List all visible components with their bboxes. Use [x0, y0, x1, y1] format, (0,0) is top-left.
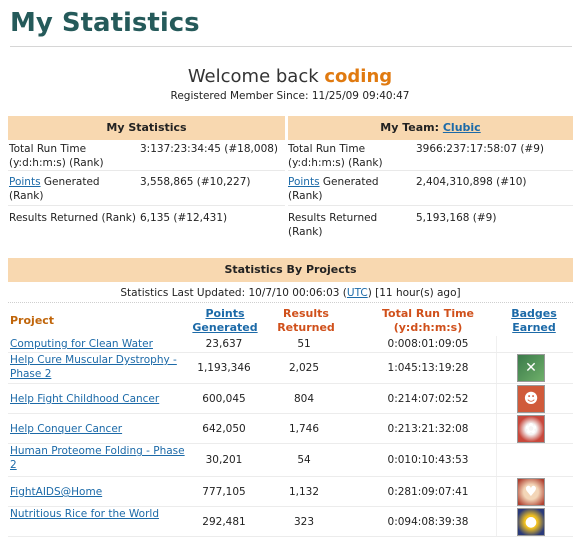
updated-prefix: Statistics Last Updated: 10/7/10 00:06:0… — [120, 287, 347, 299]
project-points: 642,050 — [202, 423, 246, 435]
my-results-value: 6,135 (#12,431) — [140, 212, 228, 224]
project-runtime: 1:045:13:19:28 — [387, 362, 469, 374]
team-results-value: 5,193,168 (#9) — [416, 212, 497, 224]
project-points: 292,481 — [202, 516, 246, 528]
project-link[interactable]: Nutritious Rice for the World — [10, 508, 159, 520]
username: coding — [324, 66, 393, 87]
utc-link[interactable]: UTC — [346, 287, 368, 299]
project-points: 600,045 — [202, 393, 246, 405]
project-points: 30,201 — [205, 454, 243, 466]
team-results-row: Results Returned (Rank) 5,193,168 (#9) — [288, 206, 573, 240]
project-runtime: 0:010:10:43:53 — [387, 454, 469, 466]
team-points-row: Points Generated (Rank) 2,404,310,898 (#… — [288, 171, 573, 206]
project-results: 1,746 — [288, 423, 320, 435]
col-badges-header[interactable]: Badges Earned — [511, 307, 557, 334]
project-link[interactable]: Help Conquer Cancer — [10, 423, 123, 435]
project-results: 323 — [293, 516, 315, 528]
project-link[interactable]: FightAIDS@Home — [10, 486, 103, 498]
projects-panel: Statistics By Projects — [8, 258, 573, 282]
table-row: FightAIDS@Home 777,105 1,132 0:281:09:07:41… — [8, 477, 573, 507]
col-project-header: Project — [10, 314, 55, 327]
my-team-panel: My Team: Clubic Total Run Time (y:d:h:m:… — [288, 116, 573, 239]
my-runtime-label: Total Run Time (y:d:h:m:s) (Rank) — [9, 143, 104, 169]
cells-badge-icon[interactable]: ✿ — [517, 414, 545, 443]
ribbon-badge-icon[interactable]: ♥ — [517, 477, 545, 506]
project-runtime: 0:094:08:39:38 — [387, 516, 469, 528]
project-results: 54 — [297, 454, 311, 466]
team-points-label: Points Generated (Rank) — [288, 171, 412, 206]
project-link[interactable]: Computing for Clean Water — [10, 338, 153, 350]
table-row: Help Conquer Cancer 642,050 1,746 0:213:21:… — [8, 414, 573, 444]
project-runtime: 0:214:07:02:52 — [387, 393, 469, 405]
points-label-rest: Generated (Rank) — [9, 176, 100, 202]
col-results-header: Results Returned — [277, 307, 335, 334]
my-points-label: Points Generated (Rank) — [8, 171, 137, 206]
team-runtime-row: Total Run Time (y:d:h:m:s) (Rank) 3966:2… — [288, 140, 573, 171]
team-runtime-value: 3966:237:17:58:07 (#9) — [416, 143, 545, 155]
project-runtime: 0:213:21:32:08 — [387, 423, 469, 435]
project-runtime: 0:008:01:09:05 — [387, 338, 469, 350]
my-results-label: Results Returned (Rank) — [9, 212, 136, 224]
project-link[interactable]: Help Fight Childhood Cancer — [10, 393, 160, 405]
badge-cell-divider — [496, 477, 497, 506]
col-time-header: Total Run Time (y:d:h:m:s) — [381, 307, 475, 334]
my-team-prefix: My Team: — [380, 121, 440, 134]
project-results: 2,025 — [288, 362, 320, 374]
my-points-row: Points Generated (Rank) 3,558,865 (#10,2… — [8, 171, 285, 206]
project-results: 804 — [293, 393, 315, 405]
badge-cell-divider — [496, 384, 497, 413]
my-runtime-value: 3:137:23:34:45 (#18,008) — [140, 143, 279, 155]
col-points-header[interactable]: Points Generated — [192, 307, 258, 334]
table-row: Nutritious Rice for the World 292,481 323 0… — [8, 507, 573, 537]
dna-badge-icon[interactable]: ✕ — [517, 354, 545, 382]
projects-header: Statistics By Projects — [8, 258, 573, 282]
member-since: Registered Member Since: 11/25/09 09:40:… — [170, 90, 410, 102]
project-points: 1,193,346 — [197, 362, 251, 374]
welcome-message: Welcome back coding — [0, 66, 580, 87]
project-points: 777,105 — [202, 486, 246, 498]
table-row: Help Cure Muscular Dystrophy - Phase 2 1,… — [8, 353, 573, 384]
projects-divider — [8, 302, 573, 303]
my-runtime-row: Total Run Time (y:d:h:m:s) (Rank) 3:137:… — [8, 140, 285, 171]
badge-cell-divider — [496, 336, 497, 352]
table-row: Help Fight Childhood Cancer 600,045 804 0:2… — [8, 384, 573, 414]
rice-badge-icon[interactable]: ● — [517, 507, 545, 536]
project-link[interactable]: Help Cure Muscular Dystrophy - Phase 2 — [10, 354, 177, 380]
badge-cell-divider — [496, 507, 497, 536]
my-points-value: 3,558,865 (#10,227) — [140, 176, 251, 188]
team-runtime-label: Total Run Time (y:d:h:m:s) (Rank) — [288, 143, 383, 169]
my-statistics-header: My Statistics — [8, 116, 285, 140]
project-results: 1,132 — [288, 486, 320, 498]
team-points-label-rest: Generated (Rank) — [288, 176, 379, 202]
team-points-link[interactable]: Points — [288, 176, 320, 188]
badge-cell-divider — [496, 353, 497, 383]
table-row: Human Proteome Folding - Phase 2 30,201 54… — [8, 444, 573, 477]
title-divider — [10, 46, 572, 47]
page-title: My Statistics — [10, 8, 200, 38]
project-link[interactable]: Human Proteome Folding - Phase 2 — [10, 445, 185, 471]
my-results-row: Results Returned (Rank) 6,135 (#12,431) — [8, 206, 285, 234]
badge-cell-divider — [496, 414, 497, 443]
project-points: 23,637 — [205, 338, 243, 350]
project-runtime: 0:281:09:07:41 — [387, 486, 469, 498]
last-updated: Statistics Last Updated: 10/7/10 00:06:0… — [8, 287, 573, 299]
child-badge-icon[interactable]: ☻ — [517, 384, 545, 413]
team-name-link[interactable]: Clubic — [442, 121, 481, 134]
projects-table: Computing for Clean Water 23,637 51 0:008:0… — [8, 336, 573, 537]
updated-suffix: ) [11 hour(s) ago] — [367, 287, 461, 299]
team-results-label: Results Returned (Rank) — [288, 212, 378, 238]
badge-cell-divider — [496, 444, 497, 476]
project-results: 51 — [297, 338, 311, 350]
table-row: Computing for Clean Water 23,637 51 0:008:0… — [8, 336, 573, 353]
team-points-value: 2,404,310,898 (#10) — [416, 176, 527, 188]
my-statistics-panel: My Statistics Total Run Time (y:d:h:m:s)… — [8, 116, 285, 233]
points-link[interactable]: Points — [9, 176, 41, 188]
welcome-prefix: Welcome back — [187, 66, 319, 87]
my-team-header: My Team: Clubic — [288, 116, 573, 140]
